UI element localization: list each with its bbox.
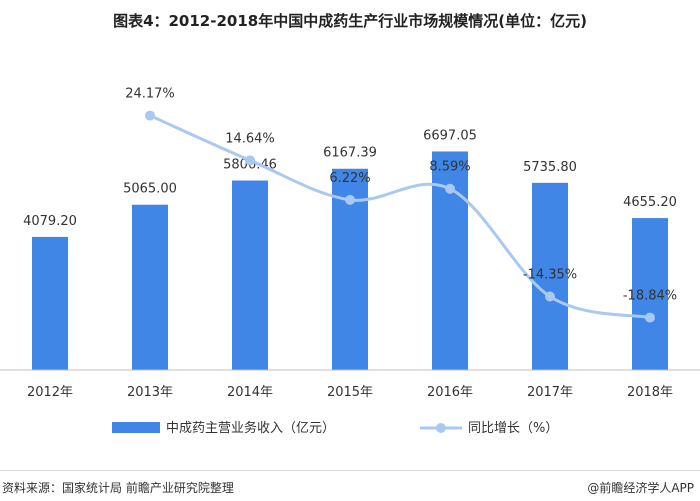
bar-2013年 (132, 204, 168, 370)
chart: 4079.205065.005806.466167.396697.055735.… (0, 87, 700, 436)
legend: 中成药主营业务收入（亿元） 同比增长（%） (112, 420, 558, 436)
growth-label-2015年: 6.22% (329, 171, 370, 186)
bar-2014年 (232, 180, 268, 370)
footer: 资料来源：国家统计局 前瞻产业研究院整理 @前瞻经济学人APP (0, 470, 700, 501)
x-tick-2018年: 2018年 (627, 385, 673, 400)
growth-point-2013年 (145, 110, 155, 121)
x-tick-labels: 2012年 2013年 2014年 2015年 2016年 2017年 2018年 (27, 385, 673, 400)
growth-line (149, 114, 651, 320)
source-note: 资料来源：国家统计局 前瞻产业研究院整理 (2, 481, 234, 495)
growth-point-2018年 (645, 312, 655, 323)
chart-title: 图表4：2012-2018年中国中成药生产行业市场规模情况(单位：亿元) (113, 12, 587, 30)
bar-label-2018年: 4655.20 (623, 195, 677, 210)
bar-label-2017年: 5735.80 (523, 160, 577, 175)
legend-bar-label: 中成药主营业务收入（亿元） (166, 420, 335, 436)
bar-2012年 (32, 236, 68, 370)
x-tick-2012年: 2012年 (27, 385, 73, 400)
legend-line-label: 同比增长（%） (468, 421, 558, 436)
legend-bar-swatch (112, 422, 160, 433)
brand-credit[interactable]: @前瞻经济学人APP (587, 481, 694, 495)
bar-series (32, 151, 668, 370)
growth-label-2014年: 14.64% (225, 131, 275, 146)
growth-label-2013年: 24.17% (125, 87, 175, 102)
growth-label-2017年: -14.35% (523, 267, 577, 282)
growth-point-2017年 (545, 291, 555, 302)
growth-label-2016年: 8.59% (429, 160, 470, 175)
growth-point-2016年 (445, 183, 455, 194)
growth-label-2018年: -18.84% (623, 289, 677, 304)
bar-label-2016年: 6697.05 (423, 128, 477, 143)
legend-line-marker (436, 423, 446, 433)
bar-label-2012年: 4079.20 (23, 214, 77, 229)
x-tick-2017年: 2017年 (527, 385, 573, 400)
x-tick-2015年: 2015年 (327, 385, 373, 400)
growth-point-2015年 (345, 194, 355, 205)
x-tick-2016年: 2016年 (427, 385, 473, 400)
bar-2017年 (532, 182, 568, 370)
x-tick-2014年: 2014年 (227, 385, 273, 400)
growth-line-series (145, 110, 655, 323)
bar-label-2013年: 5065.00 (123, 182, 177, 197)
bar-2018年 (632, 218, 668, 370)
growth-point-2014年 (245, 155, 255, 166)
x-tick-2013年: 2013年 (127, 385, 173, 400)
bar-label-2015年: 6167.39 (323, 146, 377, 161)
growth-labels: 24.17% 14.64% 6.22% 8.59% -14.35% -18.84% (125, 87, 677, 304)
